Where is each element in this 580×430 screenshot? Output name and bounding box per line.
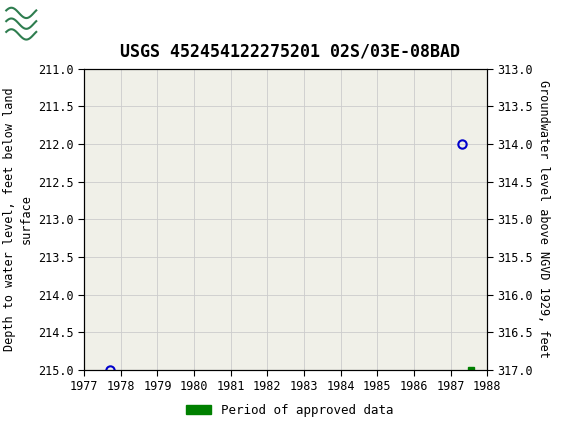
Text: USGS: USGS (75, 15, 130, 33)
Legend: Period of approved data: Period of approved data (181, 399, 399, 421)
Y-axis label: Depth to water level, feet below land
surface: Depth to water level, feet below land su… (2, 87, 32, 351)
Text: USGS 452454122275201 02S/03E-08BAD: USGS 452454122275201 02S/03E-08BAD (120, 42, 460, 60)
Y-axis label: Groundwater level above NGVD 1929, feet: Groundwater level above NGVD 1929, feet (537, 80, 550, 358)
